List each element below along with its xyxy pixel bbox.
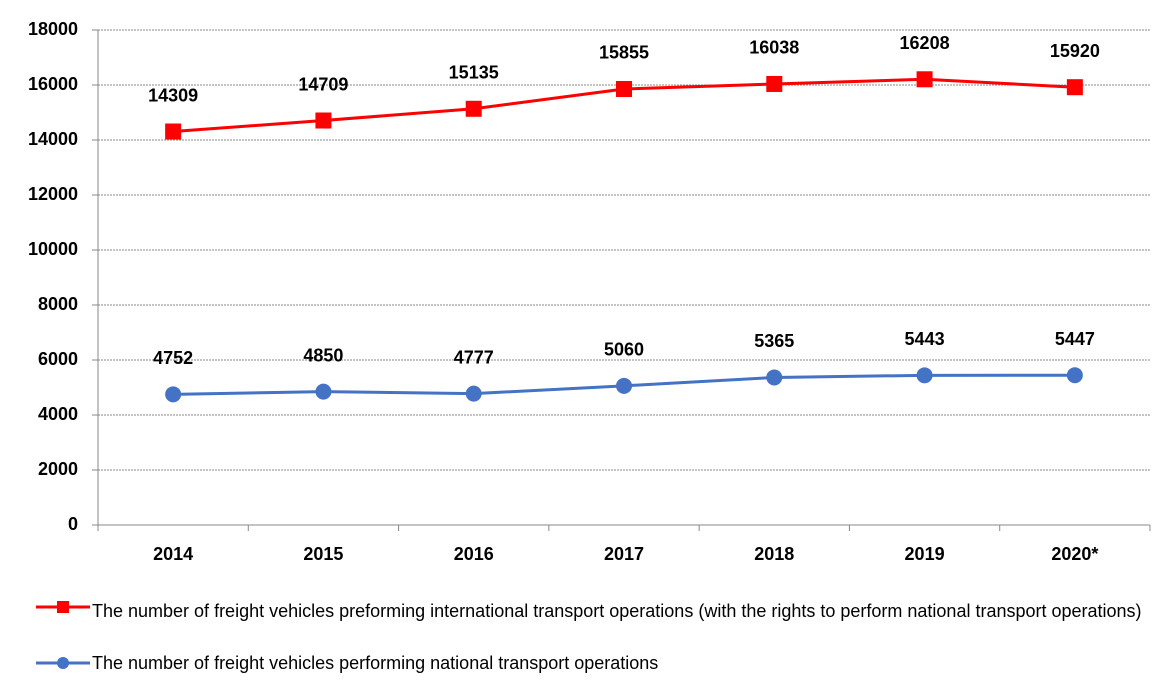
legend-marker [57,601,69,613]
y-tick-label: 4000 [38,404,78,424]
data-label: 4777 [454,347,494,367]
data-label: 14309 [148,85,198,105]
marker [916,367,933,384]
data-label: 5365 [754,331,794,351]
marker [1066,79,1083,96]
data-label: 14709 [298,74,348,94]
data-label: 5443 [905,329,945,349]
data-label: 16038 [749,38,799,58]
marker [916,71,933,88]
y-tick-label: 8000 [38,294,78,314]
marker [616,80,632,97]
marker [766,369,783,386]
x-tick-label: 2018 [754,544,794,564]
x-tick-label: 2016 [454,544,494,564]
y-tick-label: 12000 [28,184,78,204]
marker [165,123,182,140]
y-tick-label: 6000 [38,349,78,369]
data-label: 5060 [604,340,644,360]
marker [315,383,332,400]
data-label: 5447 [1055,329,1095,349]
data-label: 16208 [900,33,950,53]
marker [766,75,783,92]
y-tick-label: 10000 [28,239,78,259]
data-label: 4850 [303,345,343,365]
y-tick-label: 14000 [28,129,78,149]
marker [165,386,182,403]
x-tick-label: 2017 [604,544,644,564]
marker [616,377,632,394]
legend-label: The number of freight vehicles performin… [92,653,659,673]
marker [465,100,482,117]
y-tick-label: 18000 [28,19,78,39]
data-label: 15920 [1050,41,1100,61]
y-tick-label: 16000 [28,74,78,94]
legend-label: The number of freight vehicles preformin… [92,601,1142,621]
data-label: 15135 [449,63,499,83]
x-tick-label: 2020* [1051,544,1098,564]
x-tick-label: 2015 [303,544,343,564]
data-label: 15855 [599,43,649,63]
marker [465,385,482,402]
y-tick-label: 0 [68,514,78,534]
y-tick-label: 2000 [38,459,78,479]
legend-marker [57,657,69,669]
marker [315,112,332,129]
marker [1066,367,1083,384]
x-tick-label: 2019 [905,544,945,564]
data-label: 4752 [153,348,193,368]
x-tick-label: 2014 [153,544,193,564]
